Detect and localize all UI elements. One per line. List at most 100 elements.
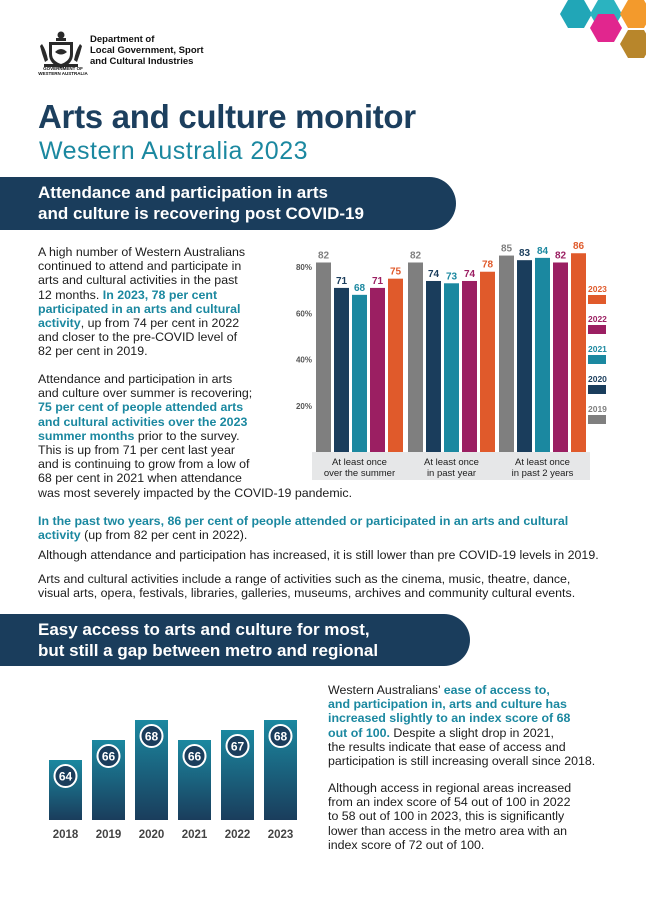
text-line: and closer to the pre-COVID level of [38, 330, 245, 344]
x-tick-label: 2022 [225, 829, 251, 840]
text-line: increased slightly to an index score of … [328, 711, 595, 725]
text-line: In the past two years, 86 per cent of pe… [38, 514, 568, 528]
y-tick-label: 40% [296, 356, 312, 365]
text-line: lower than access in the metro area with… [328, 824, 571, 838]
bar [553, 262, 568, 452]
text-line: 68 per cent in 2021 when attendance [38, 471, 352, 485]
hex-magenta [590, 14, 622, 42]
value-badge [139, 724, 164, 748]
body-text: 12 months. [38, 287, 103, 302]
category-label: At least once [515, 457, 570, 468]
department-line: Department of [90, 34, 155, 45]
body-text: prior to the survey. [134, 428, 240, 443]
legend-label: 2020 [588, 374, 607, 384]
text-line: continued to attend and participate in [38, 259, 245, 273]
highlighted-text: participated in an arts and cultural [38, 301, 241, 316]
crest-text: GOVERNMENT OF WESTERN AUSTRALIA [38, 66, 88, 76]
access-index-bar-chart: 64 2018 66 2019 68 2020 66 2021 67 2022 68 2023 [49, 720, 297, 840]
text-line: Arts and cultural activities include a r… [38, 572, 575, 586]
bar [517, 260, 532, 452]
body-text: the results indicate that ease of access… [328, 739, 566, 754]
data-label: 82 [555, 250, 567, 261]
data-label: 68 [354, 283, 366, 294]
banner-line: Easy access to arts and culture for most… [38, 620, 370, 639]
bar [480, 271, 495, 452]
data-label: 64 [59, 770, 73, 784]
bar [499, 255, 514, 452]
text-line: index score of 72 out of 100. [328, 838, 571, 852]
category-label: in past 2 years [512, 468, 574, 479]
hex-teal [560, 0, 592, 28]
data-label: 66 [188, 750, 202, 764]
text-line: and is continuing to grow from a low of [38, 457, 352, 471]
highlighted-text: out of 100. [328, 725, 390, 740]
paragraph-ease-of-access: Western Australians’ ease of access to, a… [328, 683, 595, 768]
bar [426, 280, 441, 452]
text-line: Although attendance and participation ha… [38, 548, 599, 562]
text-line: This is up from 71 per cent last year [38, 443, 352, 457]
paragraph-pre-covid: Although attendance and participation ha… [38, 548, 599, 562]
data-label: 71 [372, 276, 384, 287]
body-text: to 58 out of 100 in 2023, this is signif… [328, 809, 565, 824]
paragraph-activities: Arts and cultural activities include a r… [38, 572, 575, 600]
value-badge [96, 744, 121, 768]
body-text: Attendance and participation in arts [38, 372, 233, 386]
category-panel [404, 452, 499, 480]
data-label: 67 [231, 740, 245, 754]
hex-brown [620, 30, 646, 58]
paragraph-regional-gap: Although access in regional areas increa… [328, 781, 571, 852]
body-text: , up from 74 per cent in 2022 [80, 316, 240, 331]
body-text: Arts and cultural activities include a r… [38, 572, 571, 586]
data-label: 84 [537, 246, 549, 257]
text-line: participation is still increasing overal… [328, 754, 595, 768]
data-label: 75 [390, 267, 402, 278]
paragraph-two-years: In the past two years, 86 per cent of pe… [38, 514, 568, 542]
data-label: 66 [102, 750, 116, 764]
text-line: and cultural activities over the 2023 [38, 415, 352, 429]
body-text: Although attendance and participation ha… [38, 548, 599, 562]
bar [352, 294, 367, 452]
paragraph-summer-attendance: Attendance and participation in arts and … [38, 372, 352, 500]
legend-label: 2021 [588, 344, 607, 354]
body-text: A high number of Western Australians [38, 245, 246, 259]
x-tick-label: 2018 [53, 829, 79, 840]
section-banner-attendance: Attendance and participation in arts and… [0, 177, 456, 230]
text-line: and culture over summer is recovering; [38, 386, 352, 400]
body-text: continued to attend and participate in [38, 259, 242, 274]
page-subtitle: Western Australia 2023 [39, 137, 309, 165]
bar [334, 287, 349, 452]
highlighted-text: 75 per cent of people attended arts [38, 400, 244, 415]
highlighted-text: ease of access to, [443, 683, 550, 697]
value-badge [182, 744, 207, 768]
body-text: and is continuing to grow from a low of [38, 457, 250, 472]
bar [408, 262, 423, 452]
body-text: visual arts, opera, festivals, libraries… [38, 586, 576, 601]
text-line: Although access in regional areas increa… [328, 781, 571, 795]
x-tick-label: 2020 [139, 829, 165, 840]
legend-label: 2023 [588, 284, 607, 294]
data-label: 86 [573, 241, 585, 252]
body-text: lower than access in the metro area with… [328, 823, 567, 838]
legend-swatch [588, 385, 606, 394]
body-text: participation is still increasing overal… [328, 754, 596, 769]
value-badge [53, 764, 78, 788]
legend-swatch [588, 295, 606, 304]
y-tick-label: 60% [296, 309, 312, 318]
data-label: 82 [318, 250, 330, 261]
paragraph-attendance-2023: A high number of Western Australians cont… [38, 245, 245, 359]
data-label: 83 [519, 248, 531, 259]
text-line: from an index score of 54 out of 100 in … [328, 795, 571, 809]
text-line: Attendance and participation in arts [38, 372, 352, 386]
bar [370, 287, 385, 452]
highlighted-text: activity [38, 316, 81, 331]
category-panel [312, 452, 407, 480]
data-label: 68 [145, 730, 159, 744]
highlighted-text: increased slightly to an index score of … [328, 711, 571, 726]
legend-swatch [588, 355, 606, 364]
legend-swatch [588, 325, 606, 334]
category-panel [495, 452, 590, 480]
text-line: 75 per cent of people attended arts [38, 400, 352, 414]
text-line: activity, up from 74 per cent in 2022 [38, 316, 245, 330]
body-text: 68 per cent in 2021 when attendance [38, 471, 242, 486]
